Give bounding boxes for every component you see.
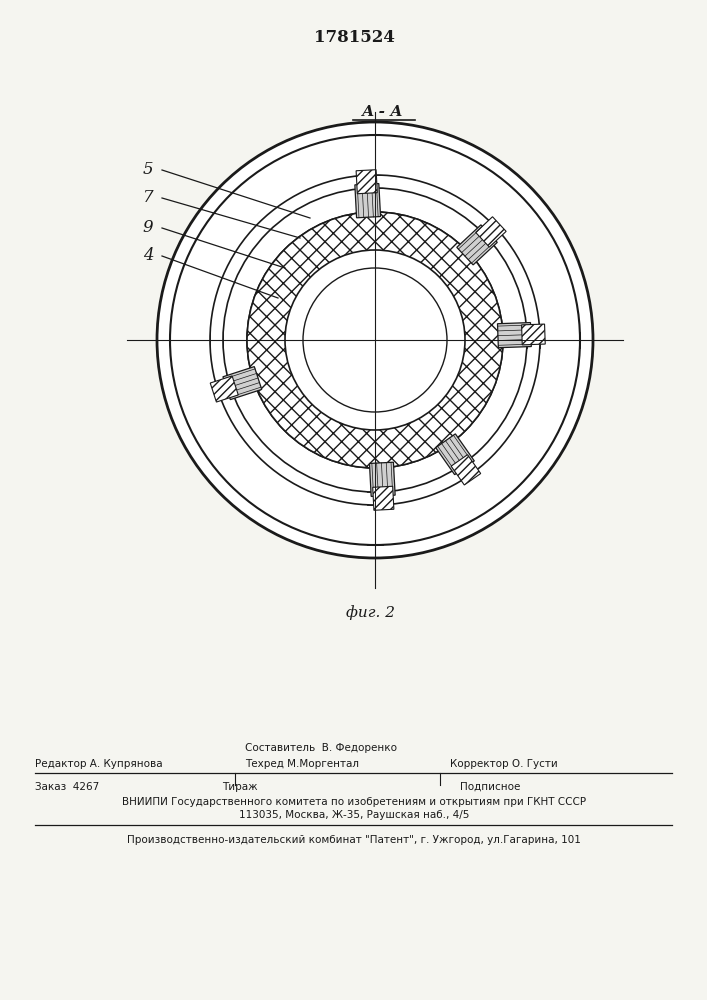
Circle shape [210, 175, 540, 505]
Polygon shape [476, 217, 506, 247]
Circle shape [157, 122, 593, 558]
Text: Производственно-издательский комбинат "Патент", г. Ужгород, ул.Гагарина, 101: Производственно-издательский комбинат "П… [127, 835, 581, 845]
Text: Составитель  В. Федоренко: Составитель В. Федоренко [245, 743, 397, 753]
Text: Подписное: Подписное [460, 782, 520, 792]
Text: Заказ  4267: Заказ 4267 [35, 782, 99, 792]
Circle shape [285, 250, 465, 430]
Polygon shape [373, 486, 394, 510]
Text: 1781524: 1781524 [314, 29, 395, 46]
Text: 5: 5 [143, 161, 153, 178]
Text: 113035, Москва, Ж-35, Раушская наб., 4/5: 113035, Москва, Ж-35, Раушская наб., 4/5 [239, 810, 469, 820]
Text: 4: 4 [143, 247, 153, 264]
Polygon shape [210, 376, 238, 402]
Polygon shape [223, 367, 262, 400]
Polygon shape [457, 225, 497, 265]
Text: 9: 9 [143, 220, 153, 236]
Text: Техред М.Моргентал: Техред М.Моргентал [245, 759, 359, 769]
Circle shape [303, 268, 447, 412]
Polygon shape [436, 434, 474, 475]
Polygon shape [355, 184, 380, 218]
Text: А - А: А - А [362, 105, 404, 119]
Circle shape [223, 188, 527, 492]
Text: ВНИИПИ Государственного комитета по изобретениям и открытиям при ГКНТ СССР: ВНИИПИ Государственного комитета по изоб… [122, 797, 586, 807]
Polygon shape [522, 324, 545, 345]
Polygon shape [498, 323, 532, 348]
Circle shape [247, 212, 503, 468]
Text: фиг. 2: фиг. 2 [346, 606, 395, 620]
Text: Редактор А. Купрянова: Редактор А. Купрянова [35, 759, 163, 769]
Text: Корректор О. Густи: Корректор О. Густи [450, 759, 558, 769]
Text: 7: 7 [143, 190, 153, 207]
Polygon shape [451, 455, 481, 485]
Polygon shape [370, 462, 395, 496]
Polygon shape [356, 170, 378, 194]
Circle shape [247, 212, 503, 468]
Text: Тираж: Тираж [222, 782, 258, 792]
